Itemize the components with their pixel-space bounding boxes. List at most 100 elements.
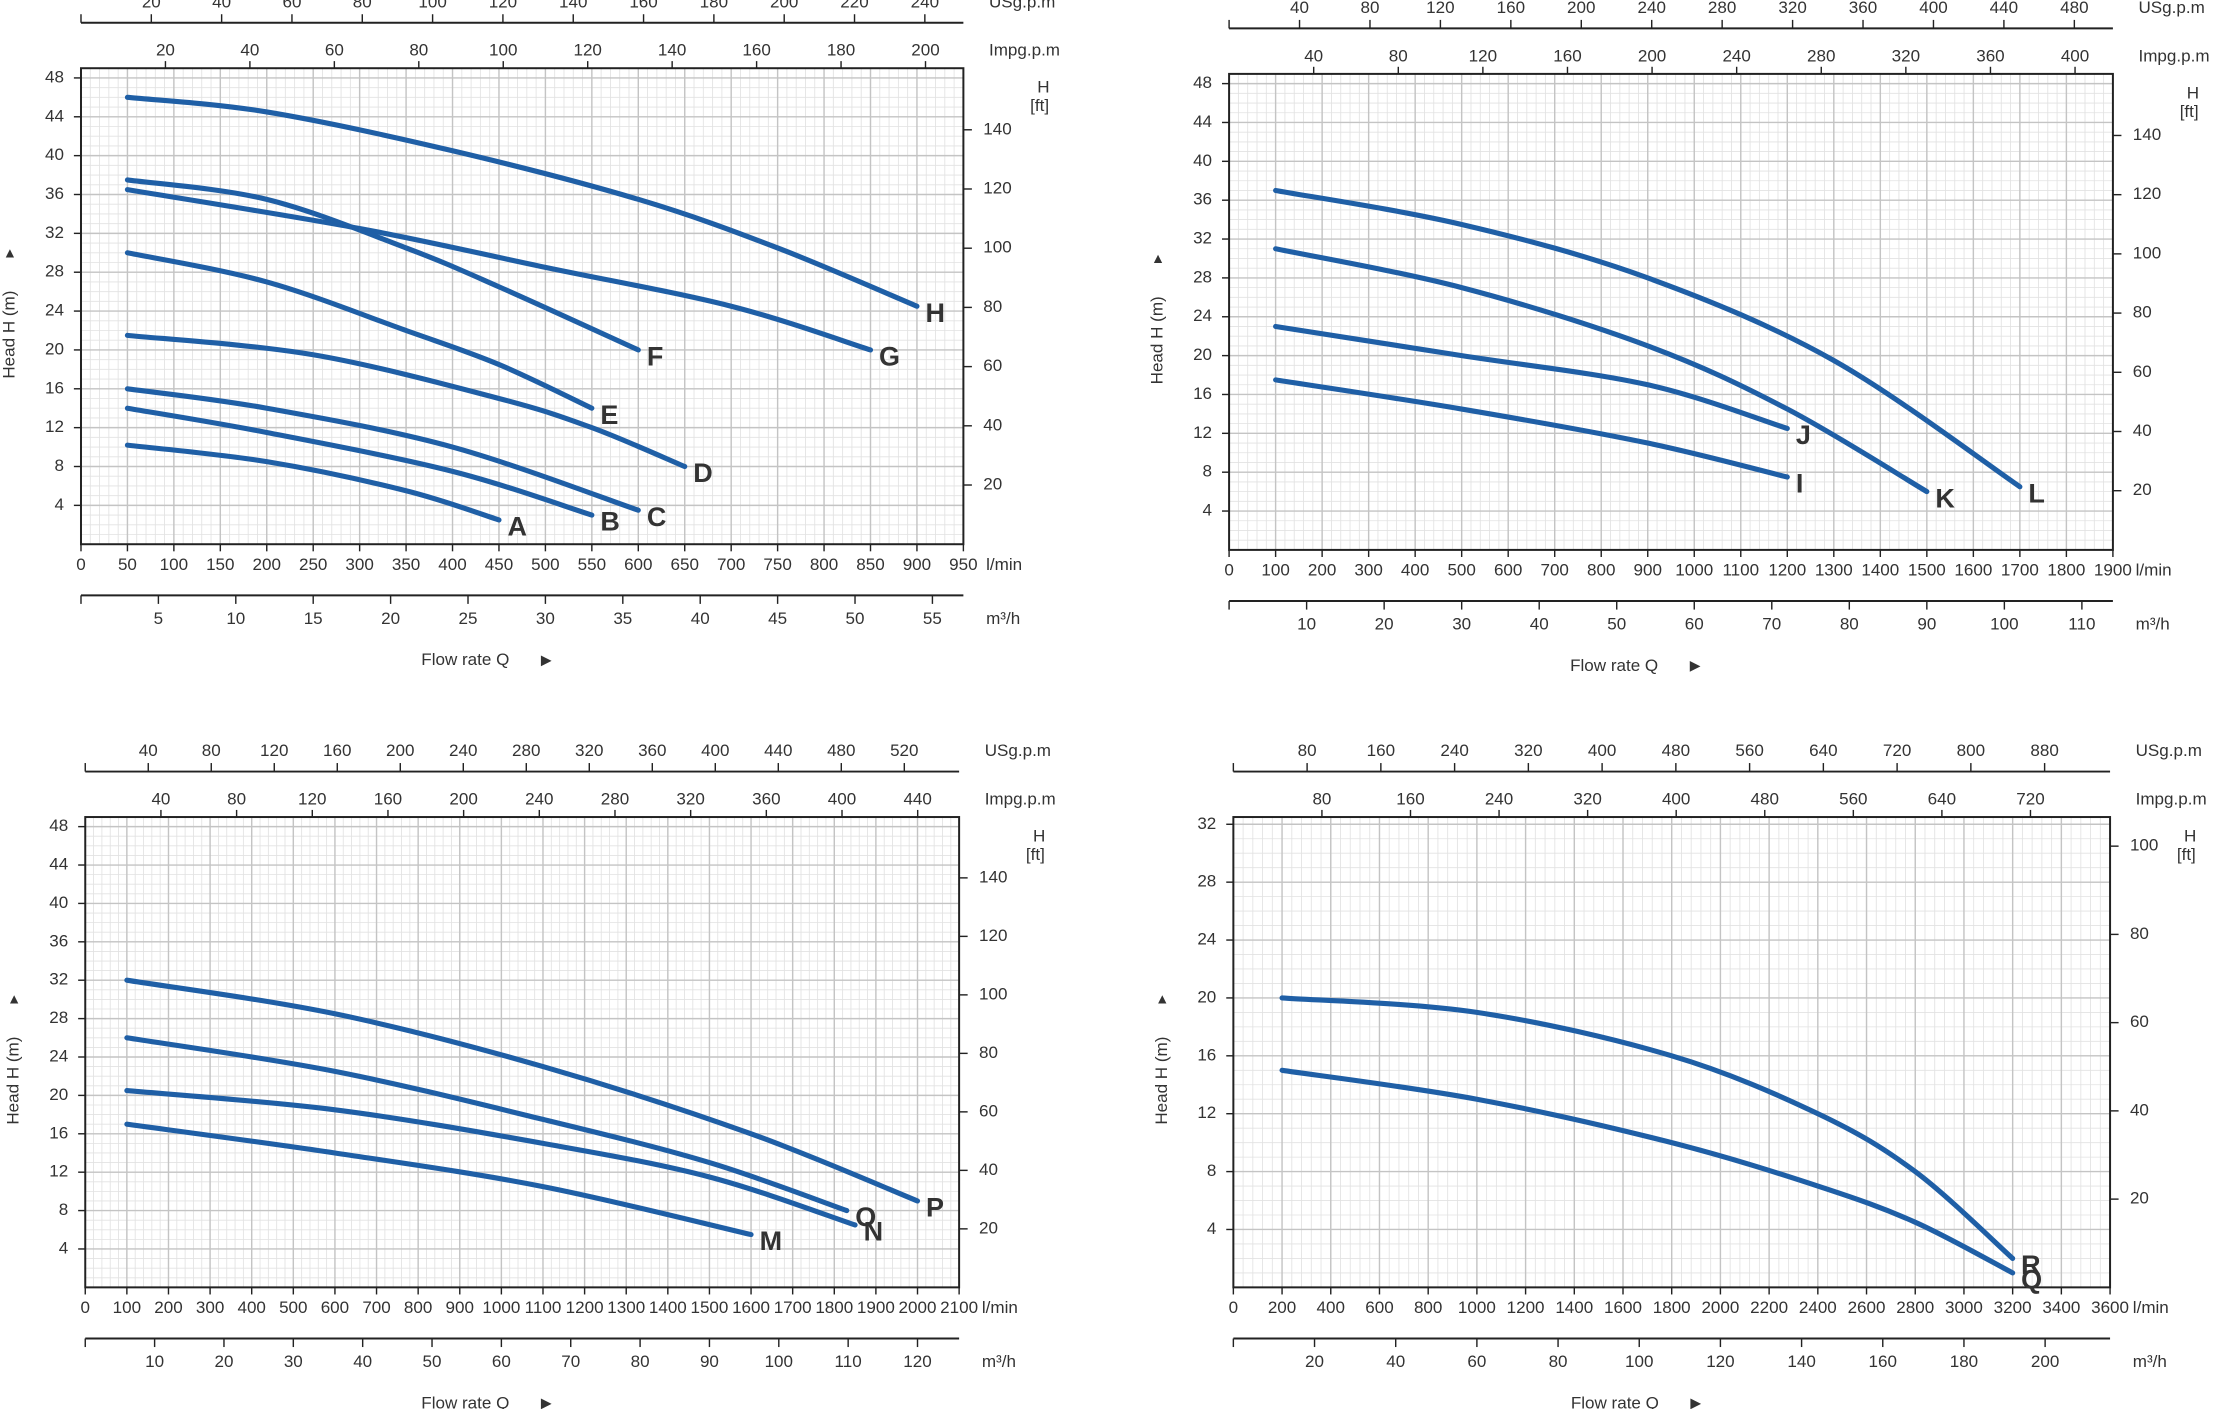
- y2-tick-label: 100: [2130, 836, 2158, 855]
- x-tick-label: 1000: [1458, 1298, 1496, 1317]
- x-tick-label: 1400: [1555, 1298, 1593, 1317]
- usgpm-tick-label: 400: [1919, 0, 1947, 17]
- x-tick-label: 250: [299, 555, 327, 574]
- curve-label: H: [925, 298, 945, 328]
- y2-axis-unit: [ft]: [1026, 845, 1045, 864]
- y-tick-label: 40: [1193, 151, 1212, 170]
- usgpm-tick-label: 520: [890, 741, 918, 760]
- x-tick-label: 200: [1268, 1298, 1296, 1317]
- y-tick-label: 8: [1203, 462, 1212, 481]
- y-axis-title: Head H (m): [4, 1037, 23, 1125]
- y-tick-label: 36: [49, 931, 68, 950]
- x-tick-label: 1000: [482, 1298, 520, 1317]
- x-tick-label: 600: [1365, 1298, 1393, 1317]
- usgpm-tick-label: 80: [202, 741, 221, 760]
- x-tick-label: 100: [113, 1298, 141, 1317]
- y-tick-label: 8: [54, 456, 63, 475]
- y2-tick-label: 40: [2133, 421, 2152, 440]
- y-tick-label: 4: [59, 1238, 68, 1257]
- m3h-tick-label: 10: [226, 609, 245, 628]
- x-tick-label: 1800: [815, 1298, 853, 1317]
- m3h-tick-label: 40: [691, 609, 710, 628]
- impgpm-tick-label: 280: [601, 789, 629, 808]
- y-tick-label: 12: [1193, 423, 1212, 442]
- y-tick-label: 16: [45, 378, 64, 397]
- m3h-tick-label: 80: [1840, 615, 1859, 634]
- impgpm-tick-label: 400: [1662, 789, 1690, 808]
- usgpm-tick-label: 120: [489, 0, 517, 11]
- impgpm-tick-label: 320: [1892, 46, 1920, 65]
- m3h-tick-label: 10: [1297, 615, 1316, 634]
- y2-axis-title: H: [1033, 826, 1045, 845]
- y-tick-label: 8: [59, 1200, 68, 1219]
- x-tick-label: 1400: [649, 1298, 687, 1317]
- x-tick-label: 1100: [1722, 561, 1759, 580]
- m3h-tick-label: 20: [1375, 615, 1394, 634]
- m3h-tick-label: 50: [1607, 615, 1626, 634]
- y-tick-label: 32: [49, 970, 68, 989]
- usgpm-tick-label: 480: [827, 741, 855, 760]
- usgpm-tick-label: 360: [638, 741, 666, 760]
- y-tick-label: 16: [49, 1123, 68, 1142]
- y2-tick-label: 20: [983, 475, 1002, 494]
- x-tick-label: 3400: [2042, 1298, 2080, 1317]
- impgpm-tick-label: 320: [676, 789, 704, 808]
- y-tick-label: 32: [1193, 229, 1212, 248]
- axis-arrow: ▶: [1690, 1396, 1701, 1409]
- impgpm-tick-label: 80: [227, 789, 246, 808]
- x-tick-label: 3000: [1945, 1298, 1983, 1317]
- x-tick-label: 100: [1261, 561, 1289, 580]
- usgpm-tick-label: 240: [449, 741, 477, 760]
- y-tick-label: 28: [1193, 267, 1212, 286]
- m3h-tick-label: 60: [1467, 1352, 1486, 1371]
- x-tick-label: 300: [345, 555, 373, 574]
- y-tick-label: 28: [49, 1008, 68, 1027]
- impgpm-tick-label: 320: [1573, 789, 1601, 808]
- m3h-tick-label: 120: [903, 1352, 931, 1371]
- x-tick-label: 2000: [1701, 1298, 1739, 1317]
- m3h-tick-label: 35: [613, 609, 632, 628]
- usgpm-tick-label: 480: [1662, 741, 1690, 760]
- y-tick-label: 4: [1207, 1219, 1216, 1238]
- usgpm-tick-label: 320: [1514, 741, 1542, 760]
- usgpm-tick-label: 200: [386, 741, 414, 760]
- x-tick-label: 1200: [1507, 1298, 1545, 1317]
- pump-curve: [124, 405, 595, 518]
- curve-label: C: [647, 502, 667, 532]
- curve-label: M: [760, 1226, 782, 1256]
- x-tick-label: 0: [76, 555, 85, 574]
- y2-axis-title: H: [2184, 826, 2196, 845]
- x-tick-label: 1000: [1675, 561, 1713, 580]
- x-tick-label: 150: [206, 555, 234, 574]
- usgpm-tick-label: 800: [1957, 741, 1985, 760]
- x-tick-label: 850: [856, 555, 884, 574]
- impgpm-tick-label: 640: [1928, 789, 1956, 808]
- y2-tick-label: 40: [983, 415, 1002, 434]
- m3h-tick-label: 10: [145, 1352, 164, 1371]
- x-tick-label: 0: [1224, 561, 1233, 580]
- m3h-tick-label: 80: [631, 1352, 650, 1371]
- y2-axis-unit: [ft]: [1030, 96, 1049, 115]
- impgpm-tick-label: 20: [156, 41, 175, 60]
- m3h-tick-label: 80: [1549, 1352, 1568, 1371]
- x-tick-label: 1600: [732, 1298, 770, 1317]
- x-tick-label: 1100: [525, 1298, 562, 1317]
- m3h-tick-label: 160: [1869, 1352, 1897, 1371]
- x-tick-label: 400: [438, 555, 466, 574]
- y2-tick-label: 100: [2133, 243, 2161, 262]
- pump-curve: [1273, 187, 2023, 490]
- x-tick-label: 1200: [566, 1298, 604, 1317]
- x-axis-title: l/min: [982, 1298, 1018, 1317]
- x-tick-label: 900: [446, 1298, 474, 1317]
- y2-tick-label: 60: [983, 356, 1002, 375]
- pump-curve: [124, 250, 595, 411]
- axis-arrow: ▶: [541, 1396, 552, 1409]
- x-tick-label: 0: [81, 1298, 90, 1317]
- y-tick-label: 28: [1197, 872, 1216, 891]
- x-axis-title: l/min: [986, 555, 1022, 574]
- y-tick-label: 40: [49, 893, 68, 912]
- pump-curve: [124, 442, 502, 523]
- curve-label: R: [2021, 1250, 2041, 1280]
- usgpm-tick-label: 280: [512, 741, 540, 760]
- usgpm-tick-label: 400: [1588, 741, 1616, 760]
